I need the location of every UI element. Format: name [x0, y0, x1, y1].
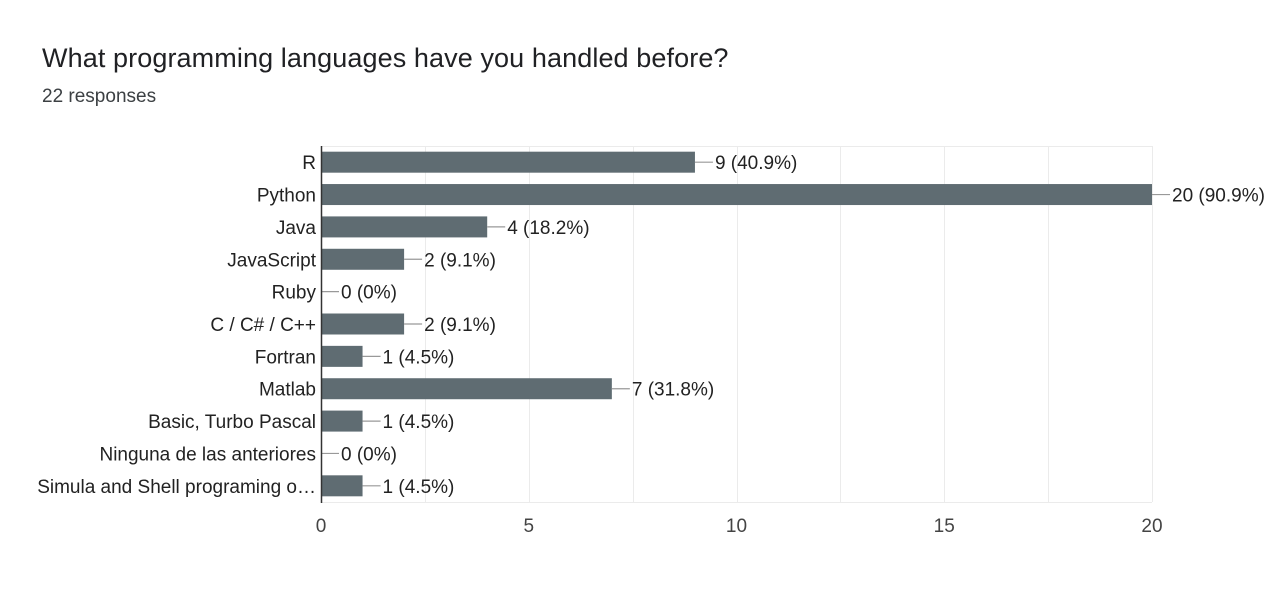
category-label: Java [276, 218, 317, 239]
data-label: 1 (4.5%) [383, 412, 455, 433]
chart-bars [321, 151, 1152, 497]
category-label: Simula and Shell programing o… [37, 477, 316, 498]
category-label: Fortran [255, 347, 316, 368]
chart-category-labels: R Python Java JavaScript Ruby C / C# / C++ For… [37, 153, 317, 498]
x-tick-label: 15 [934, 516, 955, 537]
chart-data-labels: 9 (40.9%) 20 (90.9%) 4 (18.2%) 2 (9.1%) 0 (0… [341, 153, 1265, 498]
data-label: 1 (4.5%) [383, 347, 455, 368]
data-label: 20 (90.9%) [1172, 186, 1265, 207]
bar-1 [321, 184, 1152, 206]
data-label: 7 (31.8%) [632, 380, 714, 401]
data-label: 0 (0%) [341, 283, 397, 304]
category-label: Ruby [272, 283, 317, 304]
bar-7 [321, 378, 612, 400]
x-tick-label: 10 [726, 516, 747, 537]
bar-10 [321, 475, 363, 497]
data-label: 9 (40.9%) [715, 153, 797, 174]
category-label: Basic, Turbo Pascal [148, 412, 316, 433]
category-label: R [302, 153, 316, 174]
data-label: 2 (9.1%) [424, 250, 496, 271]
x-tick-label: 20 [1141, 516, 1162, 537]
data-label: 0 (0%) [341, 444, 397, 465]
bar-3 [321, 248, 405, 270]
x-tick-label: 0 [316, 516, 327, 537]
bar-5 [321, 313, 405, 335]
category-label: Ninguna de las anteriores [99, 444, 316, 465]
chart-tick-labels: 0 5 10 15 20 [316, 516, 1163, 537]
category-label: C / C# / C++ [210, 315, 316, 336]
chart-grid [321, 146, 1153, 503]
question-title: What programming languages have you hand… [42, 43, 729, 73]
response-count: 22 responses [42, 86, 157, 107]
category-label: Python [257, 186, 316, 207]
category-label: Matlab [259, 380, 316, 401]
x-tick-label: 5 [523, 516, 534, 537]
category-label: JavaScript [227, 250, 316, 271]
bar-2 [321, 216, 488, 238]
data-label: 4 (18.2%) [507, 218, 589, 239]
bar-0 [321, 151, 695, 173]
bar-6 [321, 345, 363, 367]
bar-8 [321, 410, 363, 432]
chart-leader-lines [321, 161, 1170, 487]
data-label: 2 (9.1%) [424, 315, 496, 336]
data-label: 1 (4.5%) [383, 477, 455, 498]
